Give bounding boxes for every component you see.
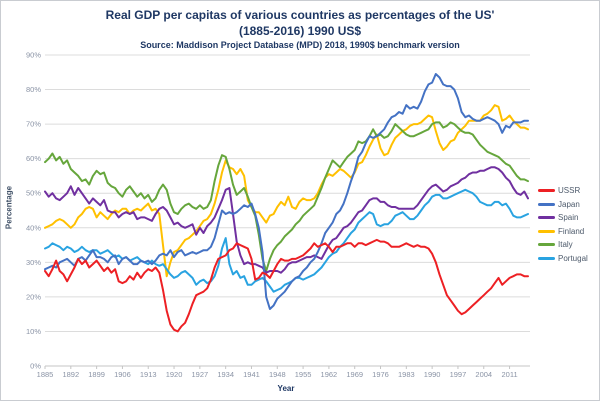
x-tick-label: 1976 <box>372 370 389 379</box>
chart-title-line1: Real GDP per capitas of various countrie… <box>105 8 495 22</box>
legend-swatch-spain <box>538 216 555 220</box>
x-tick-label: 2004 <box>475 370 492 379</box>
legend-label-ussr: USSR <box>558 186 581 196</box>
y-tick-label: 0% <box>30 362 41 371</box>
x-tick-label: 1962 <box>321 370 338 379</box>
y-tick-label: 80% <box>26 85 41 94</box>
legend-label-japan: Japan <box>558 199 580 209</box>
legend-label-spain: Spain <box>558 213 579 223</box>
series-line-italy <box>44 121 529 272</box>
y-tick-label: 50% <box>26 189 41 198</box>
y-tick-label: 90% <box>26 51 41 60</box>
legend: USSR Japan Spain Finland Italy Portugal <box>538 184 588 265</box>
legend-swatch-japan <box>538 202 555 206</box>
chart-title-line2: (1885-2016) 1990 US$ <box>238 23 362 38</box>
y-tick-label: 60% <box>26 154 41 163</box>
x-tick-label: 1920 <box>166 370 183 379</box>
legend-swatch-portugal <box>538 256 555 260</box>
x-tick-label: 1969 <box>346 370 363 379</box>
x-tick-label: 1948 <box>269 370 286 379</box>
x-axis-title: Year <box>277 384 295 393</box>
legend-label-portugal: Portugal <box>558 253 588 263</box>
x-tick-label: 1892 <box>62 370 79 379</box>
series-line-spain <box>44 166 529 274</box>
y-tick-label: 30% <box>26 258 41 267</box>
legend-label-finland: Finland <box>558 226 585 236</box>
legend-item-ussr: USSR <box>538 184 588 198</box>
legend-swatch-finland <box>538 229 555 233</box>
x-tick-label: 1997 <box>450 370 467 379</box>
x-tick-label: 1955 <box>295 370 312 379</box>
legend-swatch-italy <box>538 243 555 247</box>
x-tick-label: 1927 <box>192 370 209 379</box>
x-tick-label: 1906 <box>114 370 131 379</box>
y-tick-label: 70% <box>26 120 41 129</box>
legend-item-japan: Japan <box>538 198 588 212</box>
legend-item-italy: Italy <box>538 238 588 252</box>
legend-item-portugal: Portugal <box>538 252 588 266</box>
chart-subtitle: Source: Maddison Project Database (MPD) … <box>140 40 460 50</box>
legend-item-finland: Finland <box>538 225 588 239</box>
x-tick-label: 1934 <box>217 370 234 379</box>
x-tick-label: 1990 <box>424 370 441 379</box>
x-tick-label: 2011 <box>501 370 517 379</box>
legend-item-spain: Spain <box>538 211 588 225</box>
x-tick-label: 1913 <box>140 370 157 379</box>
x-tick-label: 1885 <box>37 370 54 379</box>
series-line-ussr <box>44 238 529 333</box>
series-line-finland <box>44 104 529 278</box>
legend-swatch-ussr <box>538 189 555 193</box>
y-tick-label: 40% <box>26 223 41 232</box>
x-tick-label: 1941 <box>243 370 260 379</box>
series-line-japan <box>44 73 529 310</box>
x-tick-label: 1899 <box>88 370 105 379</box>
chart-title: Real GDP per capitas of various countrie… <box>1 8 599 39</box>
y-tick-label: 10% <box>26 327 41 336</box>
legend-label-italy: Italy <box>558 240 573 250</box>
y-tick-label: 20% <box>26 292 41 301</box>
x-tick-label: 1983 <box>398 370 415 379</box>
